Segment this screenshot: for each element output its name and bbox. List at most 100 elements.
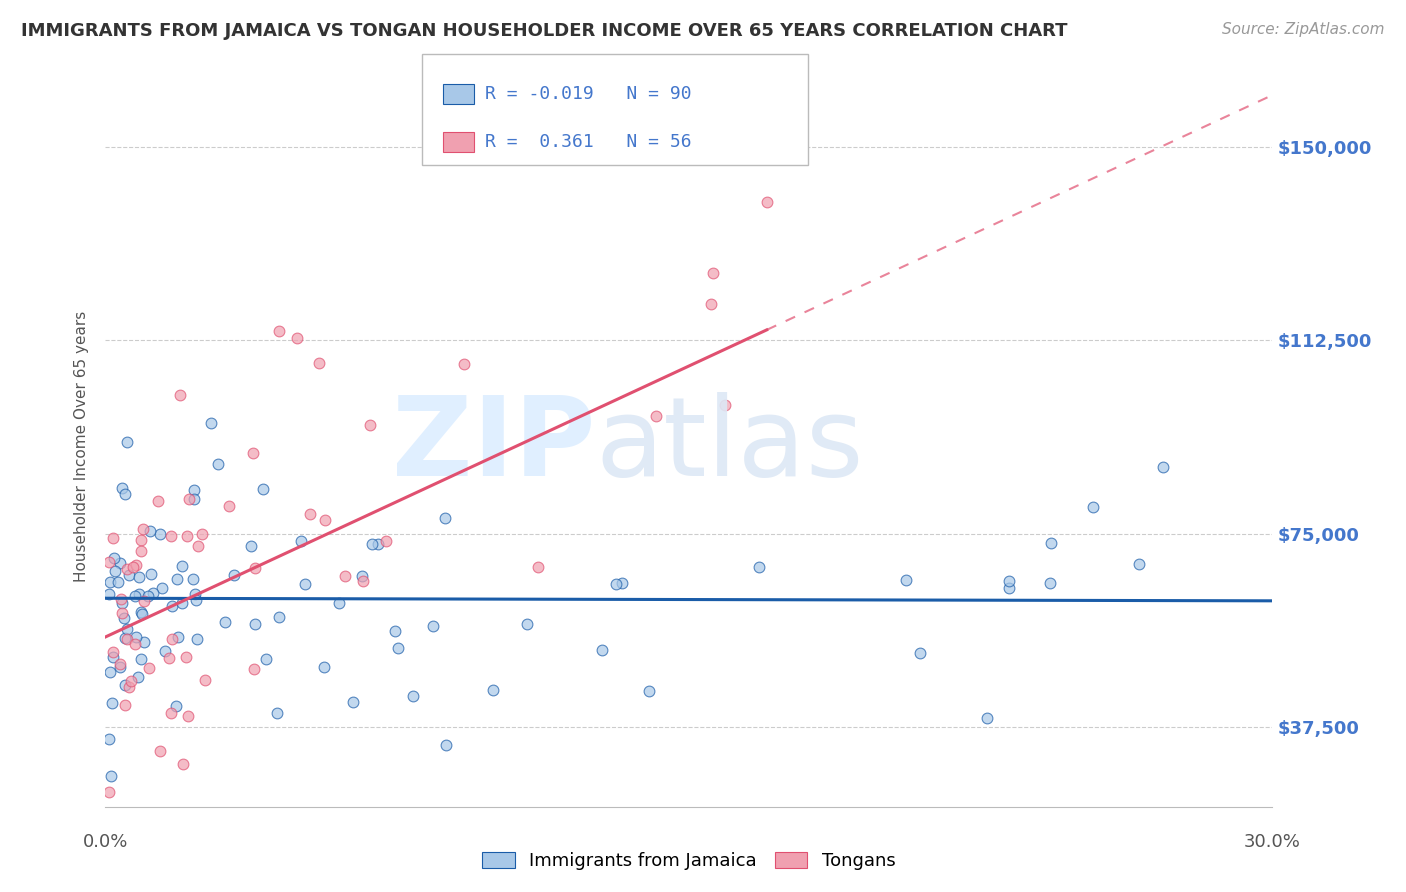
Point [157, 651, 180, 665]
Text: 0.0%: 0.0% [83, 833, 128, 851]
Point [186, 632, 208, 646]
Point [299, 507, 322, 521]
Point [174, 650, 197, 665]
Point [153, 644, 176, 658]
Point [1081, 500, 1104, 515]
Point [644, 409, 666, 423]
Text: R =  0.361   N = 56: R = 0.361 N = 56 [485, 133, 692, 151]
Point [328, 596, 350, 610]
Point [139, 524, 162, 538]
Point [134, 594, 156, 608]
Point [115, 435, 138, 450]
Point [1039, 576, 1062, 591]
Point [142, 586, 165, 600]
Point [125, 558, 148, 572]
Text: ZIP: ZIP [392, 392, 596, 500]
Point [637, 683, 659, 698]
Point [516, 617, 538, 632]
Point [1128, 557, 1150, 571]
Point [191, 526, 214, 541]
Point [139, 567, 162, 582]
Point [104, 565, 127, 579]
Point [242, 446, 264, 460]
Legend: Immigrants from Jamaica, Tongans: Immigrants from Jamaica, Tongans [475, 845, 903, 878]
Point [207, 458, 229, 472]
Point [908, 646, 931, 660]
Point [187, 539, 209, 553]
Point [401, 690, 423, 704]
Point [756, 194, 779, 209]
Point [183, 483, 205, 497]
Point [177, 492, 200, 507]
Point [384, 624, 406, 639]
Point [111, 481, 134, 495]
Point [165, 699, 187, 714]
Point [200, 416, 222, 430]
Point [129, 605, 152, 619]
Point [222, 567, 245, 582]
Point [976, 711, 998, 725]
Point [114, 487, 136, 501]
Point [160, 706, 183, 721]
Point [121, 560, 143, 574]
Point [242, 662, 264, 676]
Point [714, 398, 737, 412]
Point [314, 659, 336, 673]
Point [101, 645, 124, 659]
Point [482, 683, 505, 698]
Point [98, 732, 121, 747]
Point [183, 492, 205, 507]
Point [129, 652, 152, 666]
Point [127, 670, 149, 684]
Point [128, 586, 150, 600]
Point [350, 569, 373, 583]
Point [352, 574, 374, 588]
Point [1039, 536, 1062, 550]
Point [252, 482, 274, 496]
Point [98, 574, 121, 589]
Point [111, 606, 134, 620]
Point [138, 589, 160, 603]
Point [267, 324, 290, 338]
Text: Source: ZipAtlas.com: Source: ZipAtlas.com [1222, 22, 1385, 37]
Point [294, 577, 316, 591]
Point [367, 537, 389, 551]
Point [610, 576, 633, 591]
Point [111, 596, 134, 610]
Point [159, 529, 181, 543]
Point [131, 544, 153, 558]
Point [748, 560, 770, 574]
Point [243, 561, 266, 575]
Point [100, 769, 122, 783]
Point [108, 557, 131, 571]
Point [194, 673, 217, 688]
Point [269, 609, 291, 624]
Point [894, 573, 917, 587]
Point [184, 587, 207, 601]
Point [112, 610, 135, 624]
Point [333, 569, 356, 583]
Point [125, 630, 148, 644]
Point [172, 596, 194, 610]
Point [434, 738, 457, 752]
Point [162, 632, 184, 647]
Point [110, 592, 132, 607]
Point [591, 643, 613, 657]
Text: IMMIGRANTS FROM JAMAICA VS TONGAN HOUSEHOLDER INCOME OVER 65 YEARS CORRELATION C: IMMIGRANTS FROM JAMAICA VS TONGAN HOUSEH… [21, 22, 1067, 40]
Point [285, 331, 308, 345]
Point [375, 534, 398, 549]
Point [103, 551, 125, 566]
Text: R = -0.019   N = 90: R = -0.019 N = 90 [485, 85, 692, 103]
Point [132, 634, 155, 648]
Point [308, 356, 330, 370]
Point [118, 681, 141, 695]
Point [172, 757, 194, 772]
Point [702, 266, 724, 280]
Point [434, 511, 457, 525]
Point [110, 660, 132, 674]
Point [150, 581, 173, 595]
Point [98, 555, 121, 569]
Point [107, 574, 129, 589]
Point [98, 785, 121, 799]
Point [124, 637, 146, 651]
